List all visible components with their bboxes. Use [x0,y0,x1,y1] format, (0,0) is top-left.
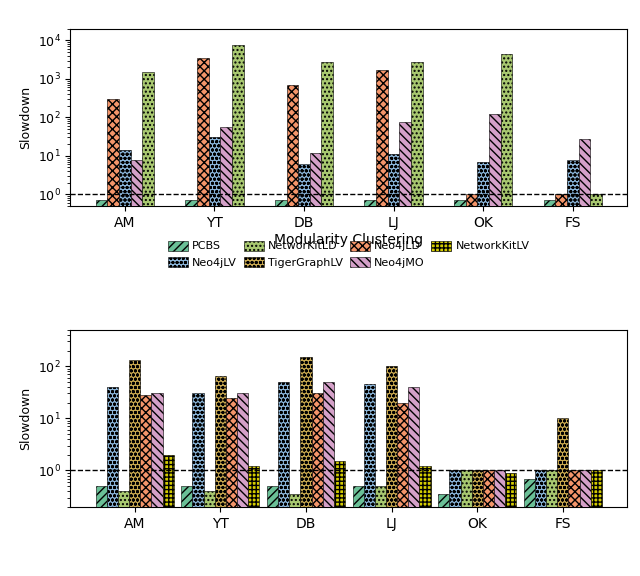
Bar [275,200,287,576]
Bar [193,393,204,576]
Bar [353,486,364,576]
Bar [399,122,411,576]
Bar [535,471,546,576]
Bar [140,395,152,576]
Legend: PCBS, Neo4jLV, NetworKitLD, TigerGraphLV, Neo4jLD, Neo4jMO, NetworkKitLV: PCBS, Neo4jLV, NetworKitLD, TigerGraphLV… [163,236,534,272]
Bar [220,127,232,576]
Bar [466,194,477,576]
Bar [237,393,248,576]
Bar [568,471,580,576]
Bar [248,467,259,576]
Bar [461,471,472,576]
Bar [591,471,602,576]
Bar [408,387,419,576]
Bar [579,139,590,576]
Bar [209,138,220,576]
Bar [204,491,215,576]
Bar [310,153,321,576]
Bar [489,114,500,576]
Bar [298,164,310,576]
Bar [546,471,557,576]
Bar [152,393,163,576]
Bar [472,471,483,576]
Title: Modularity Clustering: Modularity Clustering [274,233,424,247]
Bar [96,200,108,576]
Bar [181,486,193,576]
Legend: PCBS, Neo4j, NetworKit, Snap, Tigergraph: PCBS, Neo4j, NetworKit, Snap, Tigergraph [168,0,530,1]
Bar [119,150,131,576]
Bar [483,471,494,576]
Bar [580,471,591,576]
Bar [449,471,461,576]
Bar [287,85,298,576]
Bar [388,154,399,576]
Bar [364,200,376,576]
Bar [397,403,408,576]
Bar [96,486,107,576]
Bar [477,162,489,576]
Bar [267,486,278,576]
Bar [215,376,226,576]
Bar [186,200,197,576]
Bar [289,494,300,576]
Bar [386,366,397,576]
Bar [232,45,244,576]
Bar [411,62,422,576]
Bar [226,397,237,576]
Y-axis label: Slowdown: Slowdown [19,387,32,450]
Bar [300,357,312,576]
Bar [505,473,516,576]
Bar [118,491,129,576]
Bar [129,361,140,576]
Bar [131,160,142,576]
Bar [500,54,512,576]
Bar [543,200,556,576]
Bar [375,486,386,576]
Bar [556,194,567,576]
Bar [142,72,154,576]
Bar [376,70,388,576]
Bar [323,382,334,576]
Bar [454,200,466,576]
Bar [590,194,602,576]
Bar [419,467,431,576]
Bar [107,387,118,576]
Bar [438,494,449,576]
Bar [312,393,323,576]
Bar [334,461,345,576]
Bar [163,455,173,576]
Bar [321,62,333,576]
Y-axis label: Slowdown: Slowdown [19,86,32,149]
Bar [567,160,579,576]
Bar [278,382,289,576]
Bar [197,58,209,576]
Bar [108,99,119,576]
Bar [524,479,535,576]
Bar [494,471,505,576]
Bar [557,418,568,576]
Bar [364,384,375,576]
